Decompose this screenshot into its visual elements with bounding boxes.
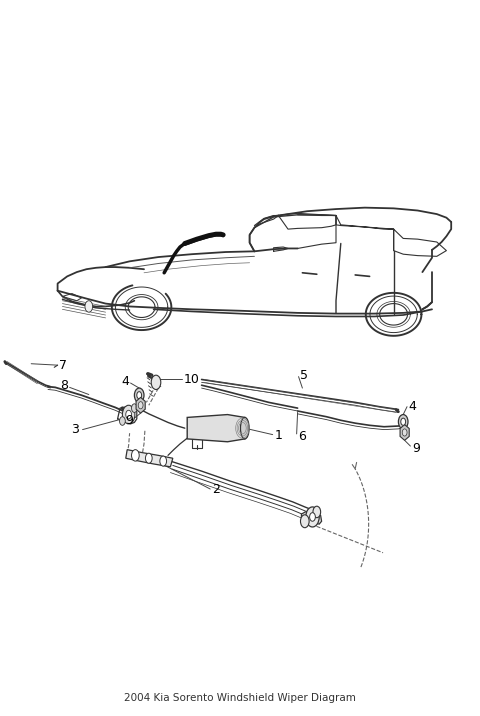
Circle shape <box>120 417 125 425</box>
Polygon shape <box>126 450 173 467</box>
Circle shape <box>310 513 315 521</box>
Text: 10: 10 <box>184 373 200 386</box>
Circle shape <box>85 301 93 312</box>
Polygon shape <box>400 425 409 440</box>
Circle shape <box>398 415 408 429</box>
Text: 9: 9 <box>125 414 132 427</box>
Polygon shape <box>301 511 322 524</box>
Circle shape <box>132 404 137 412</box>
Text: 4: 4 <box>408 400 416 413</box>
Circle shape <box>402 429 407 436</box>
Circle shape <box>160 456 167 466</box>
Text: 2004 Kia Sorento Windshield Wiper Diagram: 2004 Kia Sorento Windshield Wiper Diagra… <box>124 693 356 703</box>
Circle shape <box>126 410 132 419</box>
Text: 5: 5 <box>300 369 308 382</box>
Text: 6: 6 <box>298 430 306 442</box>
Circle shape <box>132 450 139 461</box>
Ellipse shape <box>240 417 249 439</box>
Text: 8: 8 <box>60 379 68 392</box>
Text: 7: 7 <box>59 359 67 372</box>
Circle shape <box>137 392 142 399</box>
Circle shape <box>138 402 143 409</box>
Polygon shape <box>187 415 245 442</box>
Circle shape <box>306 507 319 527</box>
Circle shape <box>401 418 406 425</box>
Text: 9: 9 <box>412 442 420 455</box>
Text: 3: 3 <box>71 423 79 436</box>
Text: 1: 1 <box>275 429 282 442</box>
Polygon shape <box>136 397 145 413</box>
Circle shape <box>134 388 144 402</box>
Circle shape <box>151 375 161 390</box>
Text: 4: 4 <box>121 375 129 388</box>
Circle shape <box>122 405 135 424</box>
Text: 2: 2 <box>212 483 219 496</box>
Circle shape <box>300 515 309 528</box>
Circle shape <box>313 506 321 518</box>
Circle shape <box>145 453 152 463</box>
